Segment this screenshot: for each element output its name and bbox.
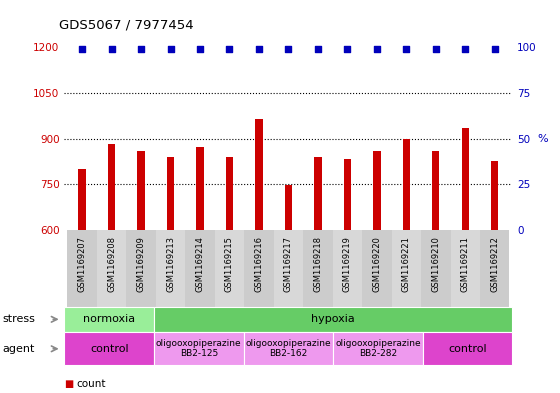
Point: [314, 46, 323, 52]
Bar: [156, 230, 185, 307]
Text: GSM1169208: GSM1169208: [107, 236, 116, 292]
Y-axis label: %: %: [537, 134, 548, 143]
Bar: [421, 230, 450, 307]
Text: GDS5067 / 7977454: GDS5067 / 7977454: [59, 18, 193, 31]
Bar: [450, 230, 480, 307]
Text: control: control: [90, 344, 128, 354]
Text: GSM1169217: GSM1169217: [284, 236, 293, 292]
Text: GSM1169216: GSM1169216: [254, 236, 263, 292]
Bar: [127, 230, 156, 307]
Point: [166, 46, 175, 52]
Text: stress: stress: [3, 314, 36, 324]
Bar: [244, 230, 274, 307]
Bar: [185, 230, 214, 307]
Point: [254, 46, 263, 52]
Bar: [137, 151, 144, 230]
Text: GSM1169221: GSM1169221: [402, 236, 411, 292]
Point: [402, 46, 411, 52]
Text: GSM1169210: GSM1169210: [431, 236, 440, 292]
Point: [343, 46, 352, 52]
Bar: [423, 332, 512, 365]
Point: [137, 46, 146, 52]
Bar: [303, 230, 333, 307]
Bar: [274, 230, 303, 307]
Bar: [64, 332, 154, 365]
Text: GSM1169215: GSM1169215: [225, 236, 234, 292]
Text: GSM1169207: GSM1169207: [78, 236, 87, 292]
Text: oligooxopiperazine
BB2-282: oligooxopiperazine BB2-282: [335, 339, 421, 358]
Point: [225, 46, 234, 52]
Bar: [97, 230, 127, 307]
Bar: [67, 230, 97, 307]
Bar: [344, 159, 351, 230]
Point: [490, 46, 499, 52]
Bar: [480, 230, 510, 307]
Point: [107, 46, 116, 52]
Text: GSM1169218: GSM1169218: [314, 236, 323, 292]
Point: [78, 46, 87, 52]
Bar: [154, 307, 512, 332]
Bar: [391, 230, 421, 307]
Bar: [491, 162, 498, 230]
Text: GSM1169209: GSM1169209: [137, 236, 146, 292]
Bar: [333, 332, 423, 365]
Bar: [284, 185, 292, 230]
Bar: [314, 157, 321, 230]
Bar: [226, 157, 233, 230]
Bar: [244, 332, 333, 365]
Bar: [78, 169, 86, 230]
Bar: [154, 332, 244, 365]
Text: ■: ■: [64, 379, 74, 389]
Text: oligooxopiperazine
BB2-125: oligooxopiperazine BB2-125: [156, 339, 241, 358]
Text: GSM1169213: GSM1169213: [166, 236, 175, 292]
Text: GSM1169214: GSM1169214: [195, 236, 204, 292]
Text: control: control: [449, 344, 487, 354]
Text: GSM1169220: GSM1169220: [372, 236, 381, 292]
Bar: [333, 230, 362, 307]
Text: GSM1169211: GSM1169211: [461, 236, 470, 292]
Bar: [167, 157, 174, 230]
Bar: [432, 151, 440, 230]
Bar: [214, 230, 244, 307]
Point: [431, 46, 440, 52]
Text: GSM1169212: GSM1169212: [490, 236, 499, 292]
Text: hypoxia: hypoxia: [311, 314, 355, 324]
Point: [284, 46, 293, 52]
Point: [372, 46, 381, 52]
Bar: [461, 128, 469, 230]
Bar: [373, 151, 380, 230]
Text: GSM1169219: GSM1169219: [343, 236, 352, 292]
Text: agent: agent: [3, 344, 35, 354]
Bar: [108, 144, 115, 230]
Bar: [255, 119, 263, 230]
Point: [195, 46, 204, 52]
Bar: [64, 307, 154, 332]
Point: [461, 46, 470, 52]
Bar: [362, 230, 391, 307]
Text: normoxia: normoxia: [83, 314, 136, 324]
Bar: [403, 138, 410, 230]
Text: oligooxopiperazine
BB2-162: oligooxopiperazine BB2-162: [246, 339, 331, 358]
Bar: [197, 147, 204, 230]
Text: count: count: [77, 379, 106, 389]
